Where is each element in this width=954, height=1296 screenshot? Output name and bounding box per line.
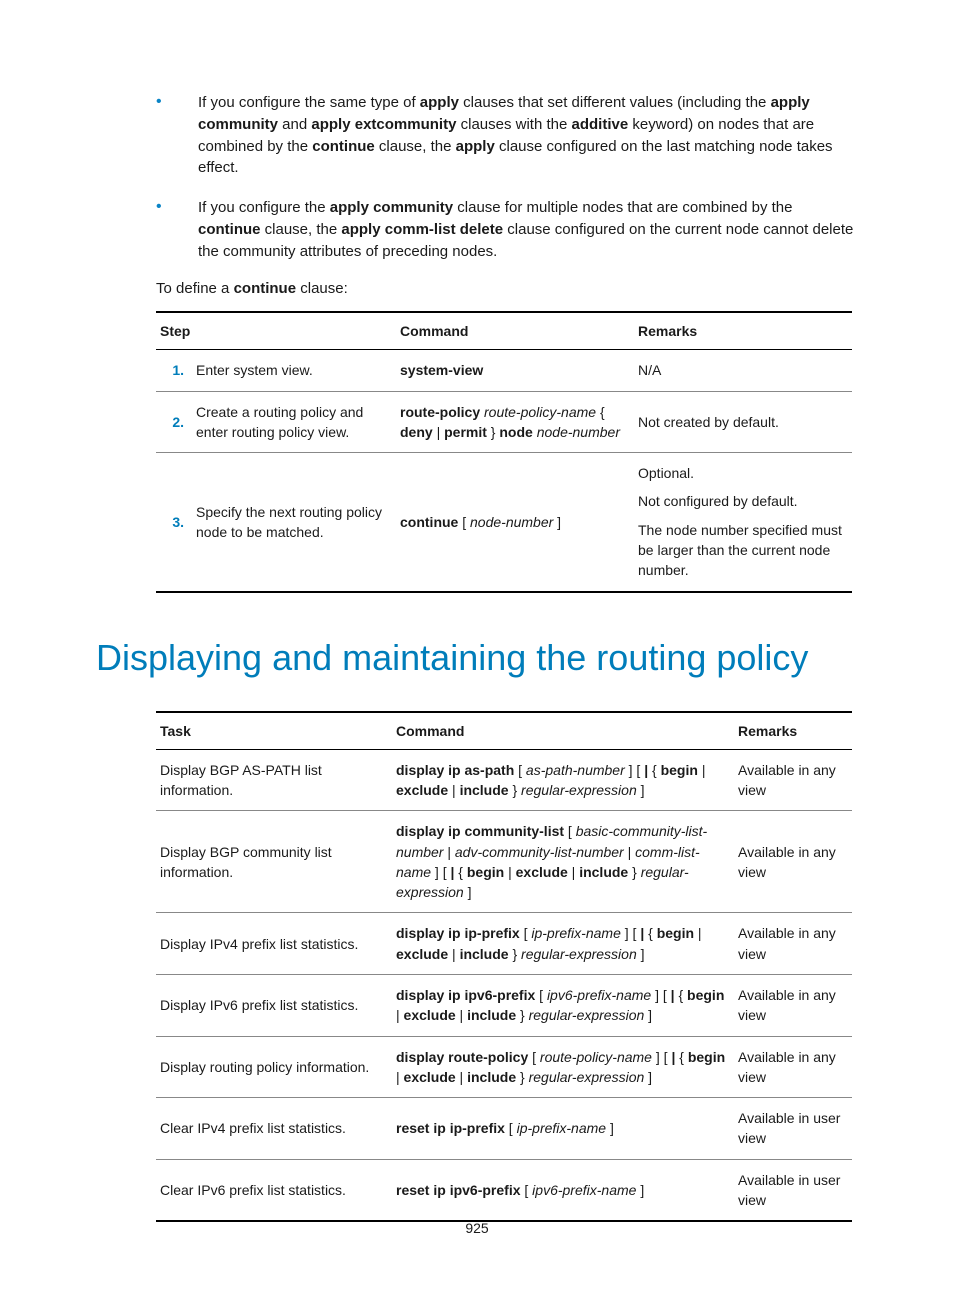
bullet-item: • If you configure the apply community cl… <box>156 197 858 262</box>
table-row: Clear IPv6 prefix list statistics.reset … <box>156 1159 852 1221</box>
task-desc: Display BGP community list information. <box>156 811 392 913</box>
step-remarks: N/A <box>634 350 852 391</box>
col-remarks: Remarks <box>734 712 852 750</box>
task-desc: Display routing policy information. <box>156 1036 392 1098</box>
table-row: Display BGP community list information.d… <box>156 811 852 913</box>
bullet-item: • If you configure the same type of apply… <box>156 92 858 179</box>
bullet-dot: • <box>156 197 170 262</box>
table-row: 3.Specify the next routing policy node t… <box>156 453 852 592</box>
task-desc: Display IPv6 prefix list statistics. <box>156 975 392 1037</box>
page: • If you configure the same type of apply… <box>0 0 954 1296</box>
step-desc: Create a routing policy and enter routin… <box>192 391 396 453</box>
table-row: Display IPv4 prefix list statistics.disp… <box>156 913 852 975</box>
page-number: 925 <box>0 1220 954 1236</box>
step-remarks: Not created by default. <box>634 391 852 453</box>
bullet-text: If you configure the same type of apply … <box>198 92 858 179</box>
step-number: 3. <box>156 453 192 592</box>
step-desc: Enter system view. <box>192 350 396 391</box>
step-command: continue [ node-number ] <box>396 453 634 592</box>
task-desc: Clear IPv6 prefix list statistics. <box>156 1159 392 1221</box>
task-desc: Clear IPv4 prefix list statistics. <box>156 1098 392 1160</box>
table-row: Display routing policy information.displ… <box>156 1036 852 1098</box>
col-command: Command <box>396 312 634 350</box>
task-command: reset ip ip-prefix [ ip-prefix-name ] <box>392 1098 734 1160</box>
step-command: route-policy route-policy-name { deny | … <box>396 391 634 453</box>
task-command: display ip ipv6-prefix [ ipv6-prefix-nam… <box>392 975 734 1037</box>
col-step: Step <box>156 312 396 350</box>
task-desc: Display BGP AS-PATH list information. <box>156 749 392 811</box>
task-command: display ip community-list [ basic-commun… <box>392 811 734 913</box>
task-remarks: Available in any view <box>734 913 852 975</box>
task-remarks: Available in any view <box>734 811 852 913</box>
task-command: display route-policy [ route-policy-name… <box>392 1036 734 1098</box>
task-remarks: Available in any view <box>734 975 852 1037</box>
intro-line: To define a continue clause: <box>156 280 858 297</box>
bullet-text: If you configure the apply community cla… <box>198 197 858 262</box>
step-number: 1. <box>156 350 192 391</box>
task-remarks: Available in user view <box>734 1098 852 1160</box>
col-task: Task <box>156 712 392 750</box>
col-command: Command <box>392 712 734 750</box>
task-command: display ip as-path [ as-path-number ] [ … <box>392 749 734 811</box>
table-row: Display IPv6 prefix list statistics.disp… <box>156 975 852 1037</box>
table-row: 1.Enter system view.system-viewN/A <box>156 350 852 391</box>
table-row: Clear IPv4 prefix list statistics.reset … <box>156 1098 852 1160</box>
step-remarks: Optional.Not configured by default.The n… <box>634 453 852 592</box>
task-command: reset ip ipv6-prefix [ ipv6-prefix-name … <box>392 1159 734 1221</box>
task-remarks: Available in user view <box>734 1159 852 1221</box>
table-row: Display BGP AS-PATH list information.dis… <box>156 749 852 811</box>
task-remarks: Available in any view <box>734 749 852 811</box>
displaying-maintaining-table: TaskCommandRemarksDisplay BGP AS-PATH li… <box>156 711 852 1223</box>
step-desc: Specify the next routing policy node to … <box>192 453 396 592</box>
continue-clause-table: StepCommandRemarks1.Enter system view.sy… <box>156 311 852 592</box>
col-remarks: Remarks <box>634 312 852 350</box>
section-heading: Displaying and maintaining the routing p… <box>96 637 858 679</box>
bullet-dot: • <box>156 92 170 179</box>
bullet-list: • If you configure the same type of apply… <box>156 92 858 262</box>
step-number: 2. <box>156 391 192 453</box>
task-desc: Display IPv4 prefix list statistics. <box>156 913 392 975</box>
table-row: 2.Create a routing policy and enter rout… <box>156 391 852 453</box>
task-command: display ip ip-prefix [ ip-prefix-name ] … <box>392 913 734 975</box>
step-command: system-view <box>396 350 634 391</box>
task-remarks: Available in any view <box>734 1036 852 1098</box>
